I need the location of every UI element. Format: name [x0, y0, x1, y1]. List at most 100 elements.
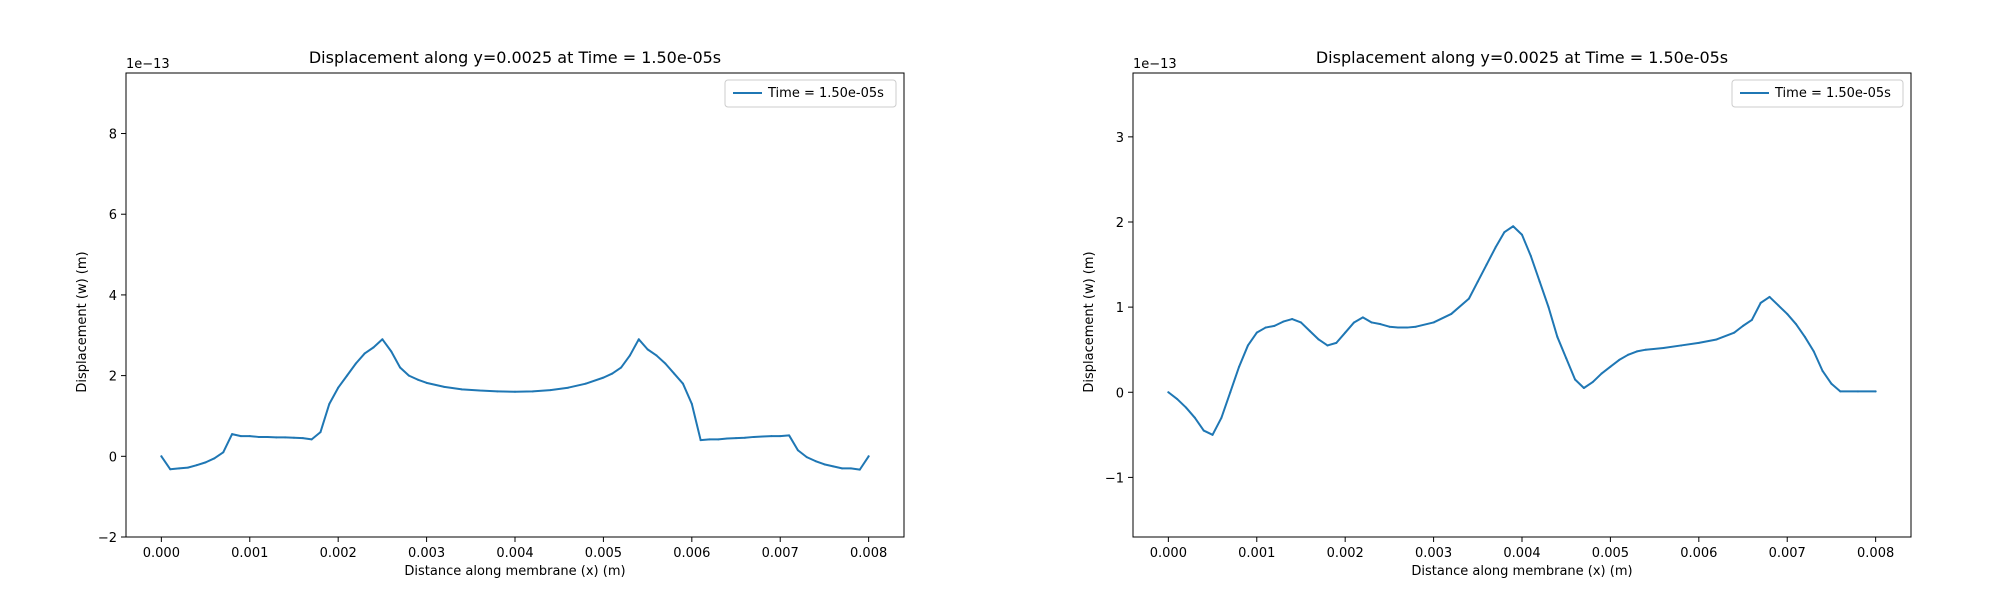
chart-right-data-point: [1220, 416, 1223, 419]
chart-right-data-point: [1379, 323, 1382, 326]
chart-right-y-tick-label: 1: [1116, 301, 1124, 316]
chart-left-data-point: [788, 434, 791, 437]
chart-right-data-point: [1733, 331, 1736, 334]
chart-left-data-point: [337, 386, 340, 389]
chart-left-data-point: [178, 467, 181, 470]
chart-left: Displacement along y=0.0025 at Time = 1.…: [75, 48, 905, 579]
chart-left-legend-box: [724, 79, 897, 108]
chart-left-data-point: [814, 460, 817, 463]
chart-right-data-point: [1344, 331, 1347, 334]
chart-right-legend-label: Time = 1.50e-05s: [1774, 86, 1891, 101]
chart-left-y-axis-label: Displacement (w) (m): [75, 251, 90, 392]
chart-right-data-point: [1750, 318, 1753, 321]
chart-left-y-scale-label: 1e−13: [126, 57, 170, 72]
chart-left-data-point: [346, 374, 349, 377]
chart-right-data-point: [1264, 326, 1267, 329]
chart-right-data-point: [1521, 233, 1523, 236]
chart-left-x-tick-label: 0.006: [673, 546, 710, 561]
chart-left-data-point: [204, 461, 207, 464]
chart-left-data-point: [858, 468, 861, 471]
chart-left-x-tick-label: 0.007: [762, 546, 799, 561]
chart-right-data-point: [1574, 378, 1577, 381]
chart-right-data-point: [1644, 348, 1647, 351]
chart-right-data-point: [1353, 321, 1356, 324]
chart-right-data-point: [1635, 350, 1638, 353]
chart-right-data-point: [1856, 390, 1859, 393]
chart-left-y-ticks: −2 0 2 4 6 8: [98, 128, 126, 546]
chart-left-x-tick-label: 0.002: [320, 546, 357, 561]
chart-left-data-point: [681, 382, 684, 385]
chart-right-data-point: [1547, 306, 1550, 309]
chart-right-x-tick-label: 0.008: [1857, 546, 1894, 561]
chart-left-data-point: [832, 465, 835, 468]
chart-right-data-point: [1742, 324, 1745, 327]
chart-left-data-point: [292, 436, 295, 439]
chart-right-data-point: [1273, 324, 1276, 327]
chart-right-data-point: [1795, 323, 1798, 326]
chart-left-data-point: [248, 435, 251, 438]
chart-left-data-point: [708, 438, 711, 441]
chart-right-data-point: [1777, 304, 1780, 307]
chart-right-y-tick-label: 0: [1116, 386, 1124, 401]
chart-right-data-point: [1299, 321, 1302, 324]
chart-right-x-tick-label: 0.004: [1503, 546, 1540, 561]
chart-left-data-point: [425, 381, 428, 384]
chart-left-x-tick-label: 0.003: [408, 546, 445, 561]
chart-left-data-point: [239, 435, 242, 438]
chart-right-data-point: [1529, 255, 1532, 258]
chart-left-data-point: [275, 436, 278, 439]
chart-left-data-point: [443, 385, 446, 388]
chart-right-data-point: [1565, 357, 1568, 360]
chart-right-data-point: [1821, 369, 1824, 372]
chart-left-data-point: [478, 389, 481, 392]
chart-left-data-point: [301, 437, 304, 440]
chart-right-data-point: [1786, 312, 1789, 315]
chart-right-data-point: [1582, 387, 1585, 390]
chart-left-data-point: [549, 389, 552, 392]
chart-right-data-point: [1680, 344, 1683, 347]
chart-right-data-point: [1538, 280, 1541, 283]
chart-right-data-point: [1697, 341, 1700, 344]
chart-left-data-point: [567, 386, 570, 389]
chart-left-data-point: [735, 437, 738, 440]
chart-left-data-point: [841, 467, 844, 470]
chart-left-data-point: [849, 467, 852, 470]
chart-right-data-point: [1238, 365, 1241, 368]
chart-right-data-point: [1388, 325, 1391, 328]
chart-right-y-tick-label: 3: [1116, 131, 1124, 146]
chart-left-x-tick-label: 0.004: [496, 546, 533, 561]
chart-left-data-point: [514, 390, 516, 393]
chart-left-data-point: [160, 455, 163, 458]
chart-right-data-point: [1803, 335, 1806, 338]
chart-left-data-point: [779, 435, 782, 438]
chart-left-x-tick-label: 0.001: [231, 546, 268, 561]
chart-right-legend: Time = 1.50e-05s: [1731, 79, 1904, 108]
chart-right-data-point: [1618, 358, 1621, 361]
chart-left-data-point: [407, 374, 410, 377]
chart-left-data-point: [673, 372, 676, 375]
chart-right-data-point: [1830, 382, 1833, 385]
chart-right-x-ticks: 0.000 0.001 0.002 0.003 0.004 0.005 0.006 0.007…: [1150, 537, 1894, 561]
chart-left-data-point: [319, 431, 322, 434]
chart-right-x-axis-label: Distance along membrane (x) (m): [1411, 564, 1632, 579]
chart-left-data-point: [390, 350, 393, 353]
chart-right-data-point: [1414, 325, 1417, 328]
chart-right-data-point: [1812, 350, 1815, 353]
chart-right-data-point: [1768, 295, 1771, 298]
chart-left-data-point: [761, 435, 764, 438]
chart-left-data-points: [160, 338, 870, 471]
chart-right-data-point: [1450, 312, 1453, 315]
chart-left-x-ticks: 0.000 0.001 0.002 0.003 0.004 0.005 0.006 0.007…: [143, 537, 887, 561]
chart-right-data-point: [1406, 326, 1409, 329]
chart-right-x-tick-label: 0.007: [1769, 546, 1806, 561]
chart-left-plot-frame: [125, 72, 905, 538]
chart-right-data-point: [1326, 344, 1329, 347]
chart-left-data-point: [637, 338, 640, 341]
chart-right-data-point: [1494, 246, 1497, 249]
chart-left-data-point: [222, 451, 225, 454]
chart-left-y-tick-label: 4: [109, 289, 117, 304]
chart-right-data-point: [1759, 301, 1762, 304]
chart-left-legend-label: Time = 1.50e-05s: [767, 86, 884, 101]
chart-right-plot-frame: [1132, 72, 1912, 538]
chart-right-data-point: [1255, 331, 1258, 334]
